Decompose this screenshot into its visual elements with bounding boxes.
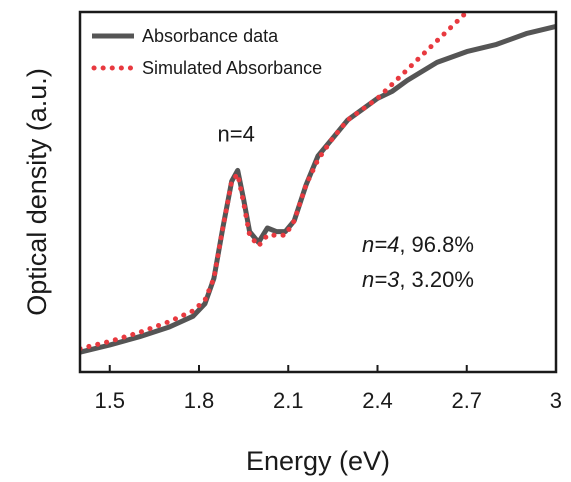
plot-frame	[78, 10, 558, 374]
x-tick-label: 2.7	[451, 388, 482, 413]
series-simulated-absorbance	[80, 12, 471, 352]
x-tick-label: 1.5	[94, 388, 125, 413]
series-absorbance-data	[80, 23, 556, 355]
fraction-n4-value: , 96.8%	[399, 232, 474, 257]
peak-annotation: n=4	[218, 122, 255, 147]
x-tick-label: 3	[550, 388, 562, 413]
fraction-annotation-n4: n=4, 96.8%	[362, 232, 474, 257]
fraction-annotation-n3: n=3, 3.20%	[362, 267, 474, 292]
legend-label-simulated-absorbance: Simulated Absorbance	[142, 58, 322, 78]
plot-layer	[80, 12, 556, 355]
fraction-n3-value: , 3.20%	[399, 267, 474, 292]
x-tick-label: 2.4	[362, 388, 393, 413]
axes-layer: 1.5 1.8 2.1 2.4 2.7 3	[78, 10, 562, 413]
fraction-n4-label: n=4	[362, 232, 399, 257]
fraction-n3-label: n=3	[362, 267, 400, 292]
x-tick-label: 1.8	[184, 388, 215, 413]
y-axis-label: Optical density (a.u.)	[22, 68, 52, 316]
legend: Absorbance data Simulated Absorbance	[91, 26, 322, 78]
x-axis-label: Energy (eV)	[246, 446, 390, 476]
x-tick-label: 2.1	[273, 388, 304, 413]
legend-label-absorbance-data: Absorbance data	[142, 26, 279, 46]
